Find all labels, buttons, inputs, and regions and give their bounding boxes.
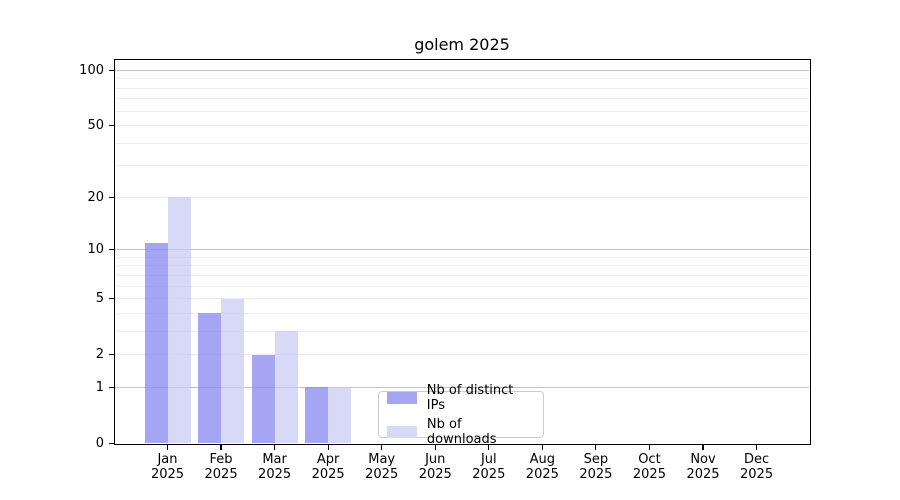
grid-line-minor: [115, 142, 809, 144]
x-tick-label: Aug 2025: [525, 452, 559, 482]
legend-row-downloads: Nb of downloads: [387, 417, 535, 447]
x-tick-mark: [327, 445, 329, 450]
bar-downloads: [274, 331, 298, 444]
grid-line-minor: [115, 354, 809, 356]
y-tick-label: 100: [79, 63, 104, 78]
legend: Nb of distinct IPs Nb of downloads: [378, 383, 544, 447]
bar-downloads: [167, 197, 191, 444]
grid-line-minor: [115, 274, 809, 276]
legend-label-downloads: Nb of downloads: [426, 416, 497, 447]
bar-distinct-ips: [198, 313, 222, 444]
x-tick-mark: [434, 445, 436, 450]
y-tick-mark: [109, 69, 114, 72]
grid-line-minor: [115, 265, 809, 267]
x-tick-label: Nov 2025: [686, 452, 720, 482]
grid-line-minor: [115, 125, 809, 127]
y-tick-mark: [109, 298, 114, 300]
grid-line-minor: [115, 285, 809, 287]
grid-line-minor: [115, 98, 809, 100]
x-tick-mark: [541, 445, 543, 450]
y-tick-label: 0: [95, 436, 104, 451]
y-tick-mark: [109, 442, 114, 445]
y-tick-label: 5: [95, 291, 104, 307]
legend-swatch-distinct-ips-icon: [387, 391, 417, 404]
legend-swatch-downloads-icon: [387, 425, 417, 438]
y-tick-label: 20: [87, 189, 104, 205]
y-tick-label: 1: [95, 379, 104, 395]
y-tick-mark: [109, 249, 114, 251]
y-tick-label: 2: [95, 347, 104, 363]
bar-distinct-ips: [144, 242, 168, 444]
x-tick-mark: [648, 445, 651, 450]
x-tick-label: Dec 2025: [740, 452, 774, 482]
y-tick-mark: [109, 125, 114, 127]
grid-line-minor: [115, 165, 809, 167]
x-tick-label: Feb 2025: [204, 452, 238, 482]
bar-downloads: [328, 387, 352, 444]
chart-title: golem 2025: [414, 35, 510, 54]
grid-line-minor: [115, 256, 809, 258]
x-tick-mark: [488, 445, 490, 450]
x-tick-label: Jan 2025: [150, 452, 185, 482]
x-tick-mark: [220, 445, 222, 450]
x-tick-label: Jul 2025: [472, 452, 506, 482]
y-tick-mark: [109, 386, 114, 389]
legend-label-distinct-ips: Nb of distinct IPs: [426, 382, 514, 413]
grid-line-major: [115, 386, 809, 388]
grid-line-major: [115, 70, 809, 71]
grid-line-minor: [115, 78, 809, 80]
x-tick-mark: [274, 445, 276, 450]
y-tick-mark: [109, 354, 114, 356]
grid-line-minor: [115, 110, 809, 112]
x-tick-label: Sep 2025: [579, 452, 613, 482]
bar-distinct-ips: [251, 354, 275, 444]
x-tick-mark: [755, 445, 758, 450]
grid-line-minor: [115, 298, 809, 300]
legend-row-distinct-ips: Nb of distinct IPs: [387, 383, 535, 413]
y-tick-label: 10: [87, 242, 104, 258]
grid-line-minor: [115, 87, 809, 89]
x-tick-mark: [595, 445, 597, 450]
grid-line-minor: [115, 330, 809, 332]
x-tick-mark: [702, 445, 704, 450]
x-tick-label: Mar 2025: [258, 452, 292, 482]
x-tick-mark: [166, 445, 169, 450]
bar-distinct-ips: [305, 387, 329, 444]
grid-line-minor: [115, 196, 809, 198]
grid-line-minor: [115, 312, 809, 314]
x-tick-label: Jun 2025: [418, 452, 452, 482]
x-tick-label: May 2025: [365, 452, 399, 482]
bar-downloads: [221, 298, 245, 444]
x-tick-label: Oct 2025: [632, 452, 666, 482]
y-tick-label: 50: [87, 118, 104, 134]
grid-line-major: [115, 249, 809, 251]
x-tick-mark: [381, 445, 383, 450]
y-tick-mark: [109, 196, 114, 199]
x-tick-label: Apr 2025: [311, 452, 345, 482]
